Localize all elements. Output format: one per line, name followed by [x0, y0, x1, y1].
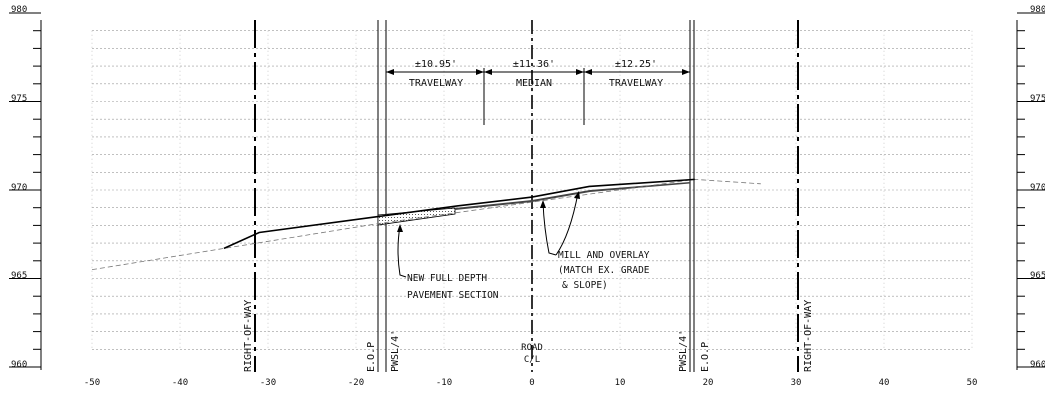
station-axis: -50 -40 -30 -20 -10 0 10 20 30 40 50	[84, 378, 978, 388]
right-elevation-scale: 980 975 970 965 960	[1016, 5, 1045, 370]
dimension-value-travelway-left: ±10.95'	[415, 59, 457, 70]
station-label-neg30: -30	[260, 378, 276, 388]
road-cl-label-cl: C/L	[524, 355, 540, 365]
station-label-20: 20	[703, 378, 714, 388]
station-label-10: 10	[615, 378, 626, 388]
station-label-neg50: -50	[84, 378, 100, 388]
full-depth-callout-leader	[397, 224, 407, 278]
full-depth-callout-line1: NEW FULL DEPTH	[407, 273, 487, 284]
elev-label-975-right: 975	[1030, 94, 1045, 104]
dimension-label-median: MEDIAN	[516, 78, 552, 89]
dimension-line	[386, 68, 690, 125]
pwsl-label-left: PWSL/4'	[390, 330, 401, 372]
mill-overlay-callout-leader	[540, 191, 580, 256]
elev-label-960-right: 960	[1030, 360, 1045, 370]
left-elevation-scale: 980 975 970 965 960	[9, 5, 42, 370]
existing-ground-line	[91, 178, 761, 271]
dimension-label-travelway-right: TRAVELWAY	[609, 78, 663, 89]
elev-label-980: 980	[11, 5, 27, 15]
right-of-way-label-left: RIGHT-OF-WAY	[243, 300, 254, 372]
mill-overlay-hatch	[455, 182, 690, 210]
station-label-0: 0	[529, 378, 534, 388]
full-depth-callout-line2: PAVEMENT SECTION	[407, 290, 499, 301]
station-label-neg20: -20	[348, 378, 364, 388]
station-label-neg10: -10	[436, 378, 452, 388]
new-full-depth-pavement-hatch	[377, 207, 456, 226]
mill-overlay-callout-line3: & SLOPE)	[562, 280, 608, 291]
station-label-50: 50	[967, 378, 978, 388]
elev-label-965: 965	[11, 271, 27, 281]
elev-label-970: 970	[11, 183, 27, 193]
right-of-way-label-right: RIGHT-OF-WAY	[803, 300, 814, 372]
road-cl-label-road: ROAD	[521, 343, 543, 353]
edge-of-pavement-lines	[377, 20, 695, 372]
elev-label-970-right: 970	[1030, 183, 1045, 193]
proposed-grade-line	[223, 178, 695, 250]
mill-overlay-callout-line1: MILL AND OVERLAY	[558, 250, 650, 261]
station-label-40: 40	[879, 378, 890, 388]
pwsl-label-right: PWSL/4'	[678, 330, 689, 372]
elev-label-980-right: 980	[1030, 5, 1045, 15]
elev-label-975: 975	[11, 94, 27, 104]
dimension-label-travelway-left: TRAVELWAY	[409, 78, 463, 89]
dimension-value-travelway-right: ±12.25'	[615, 59, 657, 70]
station-label-30: 30	[791, 378, 802, 388]
elev-label-965-right: 965	[1030, 271, 1045, 281]
elev-label-960: 960	[11, 360, 27, 370]
mill-overlay-callout-line2: (MATCH EX. GRADE	[558, 265, 650, 276]
dimension-value-median: ±11.36'	[513, 59, 555, 70]
station-label-neg40: -40	[172, 378, 188, 388]
eop-label-right: E.O.P	[700, 342, 711, 372]
eop-label-left: E.O.P	[366, 342, 377, 372]
